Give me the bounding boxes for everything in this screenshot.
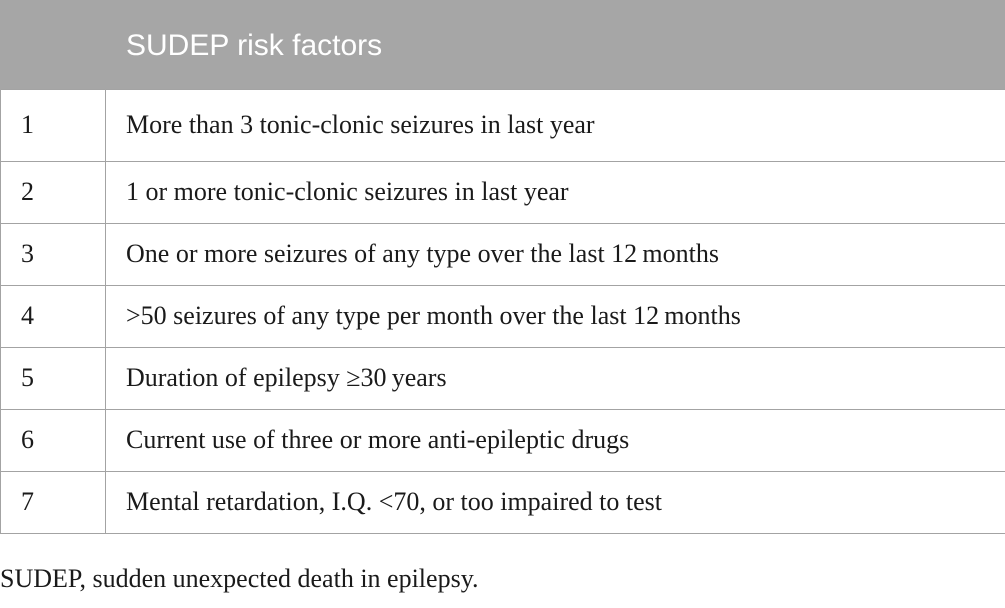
table-row: 2 1 or more tonic-clonic seizures in las… xyxy=(0,160,1005,224)
row-risk-factor: 1 or more tonic-clonic seizures in last … xyxy=(105,160,1005,224)
row-number: 1 xyxy=(0,88,106,162)
row-risk-factor: More than 3 tonic-clonic seizures in las… xyxy=(105,88,1005,162)
table-row: 1 More than 3 tonic-clonic seizures in l… xyxy=(0,88,1005,162)
risk-factors-table-container: SUDEP risk factors 1 More than 3 tonic-c… xyxy=(0,0,1005,534)
row-risk-factor: One or more seizures of any type over th… xyxy=(105,222,1005,286)
table-header: SUDEP risk factors xyxy=(0,0,1005,89)
row-number: 6 xyxy=(0,408,106,472)
table-body: 1 More than 3 tonic-clonic seizures in l… xyxy=(0,88,1005,534)
table-row: 7 Mental retardation, I.Q. <70, or too i… xyxy=(0,470,1005,534)
risk-factors-table: SUDEP risk factors 1 More than 3 tonic-c… xyxy=(0,0,1005,534)
header-number-cell xyxy=(0,0,106,89)
row-number: 2 xyxy=(0,160,106,224)
table-footnote: SUDEP, sudden unexpected death in epilep… xyxy=(0,564,479,593)
header-title-label: SUDEP risk factors xyxy=(126,29,383,63)
row-number: 4 xyxy=(0,284,106,348)
header-title-cell: SUDEP risk factors xyxy=(105,0,1005,89)
row-number: 3 xyxy=(0,222,106,286)
header-row: SUDEP risk factors xyxy=(0,0,1005,89)
table-row: 4 >50 seizures of any type per month ove… xyxy=(0,284,1005,348)
table-row: 6 Current use of three or more anti-epil… xyxy=(0,408,1005,472)
table-row: 5 Duration of epilepsy ≥30 years xyxy=(0,346,1005,410)
row-risk-factor: Current use of three or more anti-epilep… xyxy=(105,408,1005,472)
row-number: 5 xyxy=(0,346,106,410)
header-number-label xyxy=(1,42,105,46)
row-risk-factor: Mental retardation, I.Q. <70, or too imp… xyxy=(105,470,1005,534)
row-number: 7 xyxy=(0,470,106,534)
row-risk-factor: Duration of epilepsy ≥30 years xyxy=(105,346,1005,410)
table-row: 3 One or more seizures of any type over … xyxy=(0,222,1005,286)
row-risk-factor: >50 seizures of any type per month over … xyxy=(105,284,1005,348)
